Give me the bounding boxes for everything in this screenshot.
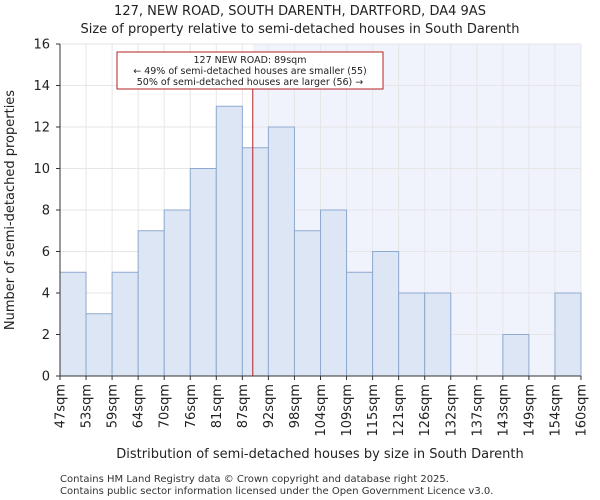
bar-154sqm bbox=[554, 292, 582, 377]
footer-line-2: Contains public sector information licen… bbox=[60, 486, 493, 497]
bar-98sqm bbox=[293, 230, 322, 377]
x-tick-label: 154sqm bbox=[548, 384, 563, 437]
annotation-box: 127 NEW ROAD: 89sqm ← 49% of semi-detach… bbox=[116, 51, 384, 90]
bar-47sqm bbox=[59, 271, 87, 377]
annotation-line-3: 50% of semi-detached houses are larger (… bbox=[137, 77, 364, 88]
x-tick-label: 121sqm bbox=[392, 384, 407, 437]
bar-59sqm bbox=[111, 271, 139, 377]
x-tick-label: 98sqm bbox=[288, 384, 303, 428]
bar-109sqm bbox=[346, 271, 374, 377]
x-tick-label: 87sqm bbox=[236, 384, 251, 428]
bar-126sqm bbox=[424, 292, 452, 377]
y-tick-label: 10 bbox=[33, 162, 50, 177]
bar-143sqm bbox=[502, 334, 530, 377]
chart-subtitle: Size of property relative to semi-detach… bbox=[80, 22, 519, 37]
y-tick-label: 16 bbox=[33, 38, 50, 53]
y-tick-label: 6 bbox=[42, 245, 50, 260]
annotation-line-2: ← 49% of semi-detached houses are smalle… bbox=[133, 66, 367, 77]
bar-121sqm bbox=[398, 292, 426, 377]
x-axis-label: Distribution of semi-detached houses by … bbox=[116, 447, 524, 462]
x-tick-label: 47sqm bbox=[54, 384, 69, 428]
bar-87sqm bbox=[241, 147, 269, 377]
y-tick-label: 14 bbox=[33, 79, 50, 94]
y-tick-label: 8 bbox=[42, 204, 50, 219]
x-tick-label: 109sqm bbox=[340, 384, 355, 437]
x-tick-label: 160sqm bbox=[575, 384, 590, 437]
x-tick-label: 76sqm bbox=[184, 384, 199, 428]
y-axis-label: Number of semi-detached properties bbox=[3, 90, 18, 330]
x-tick-label: 132sqm bbox=[444, 384, 459, 437]
bar-92sqm bbox=[267, 126, 295, 377]
x-tick-labels: 47sqm 53sqm 59sqm 64sqm 70sqm 76sqm 81sqm 87sqm… bbox=[54, 384, 590, 437]
x-tick-label: 104sqm bbox=[314, 384, 329, 437]
footer-line-1: Contains HM Land Registry data © Crown c… bbox=[60, 474, 449, 485]
x-tick-label: 70sqm bbox=[158, 384, 173, 428]
y-tick-labels: 0 2 4 6 8 10 12 14 16 bbox=[33, 38, 50, 385]
bars bbox=[59, 105, 582, 377]
bar-115sqm bbox=[372, 251, 400, 377]
bar-81sqm bbox=[215, 105, 243, 377]
x-tick-label: 59sqm bbox=[106, 384, 121, 428]
x-tick-label: 149sqm bbox=[522, 384, 537, 437]
bar-70sqm bbox=[163, 209, 191, 377]
y-tick-label: 12 bbox=[33, 121, 50, 136]
y-tick-label: 0 bbox=[42, 370, 50, 385]
x-tick-label: 126sqm bbox=[418, 384, 433, 437]
x-tick-label: 81sqm bbox=[210, 384, 225, 428]
bar-53sqm bbox=[85, 313, 113, 377]
bar-76sqm bbox=[189, 168, 217, 377]
bar-64sqm bbox=[137, 230, 165, 377]
x-tick-label: 137sqm bbox=[470, 384, 485, 437]
y-tick-label: 4 bbox=[42, 287, 50, 302]
y-tick-label: 2 bbox=[42, 328, 50, 343]
x-tick-label: 115sqm bbox=[366, 384, 381, 437]
x-tick-label: 53sqm bbox=[80, 384, 95, 428]
axes bbox=[56, 43, 582, 380]
x-tick-label: 143sqm bbox=[496, 384, 511, 437]
bar-104sqm bbox=[320, 209, 348, 377]
annotation-line-1: 127 NEW ROAD: 89sqm bbox=[194, 55, 307, 66]
x-tick-label: 64sqm bbox=[132, 384, 147, 428]
chart-title: 127, NEW ROAD, SOUTH DARENTH, DARTFORD, … bbox=[114, 4, 486, 19]
x-tick-label: 92sqm bbox=[262, 384, 277, 428]
